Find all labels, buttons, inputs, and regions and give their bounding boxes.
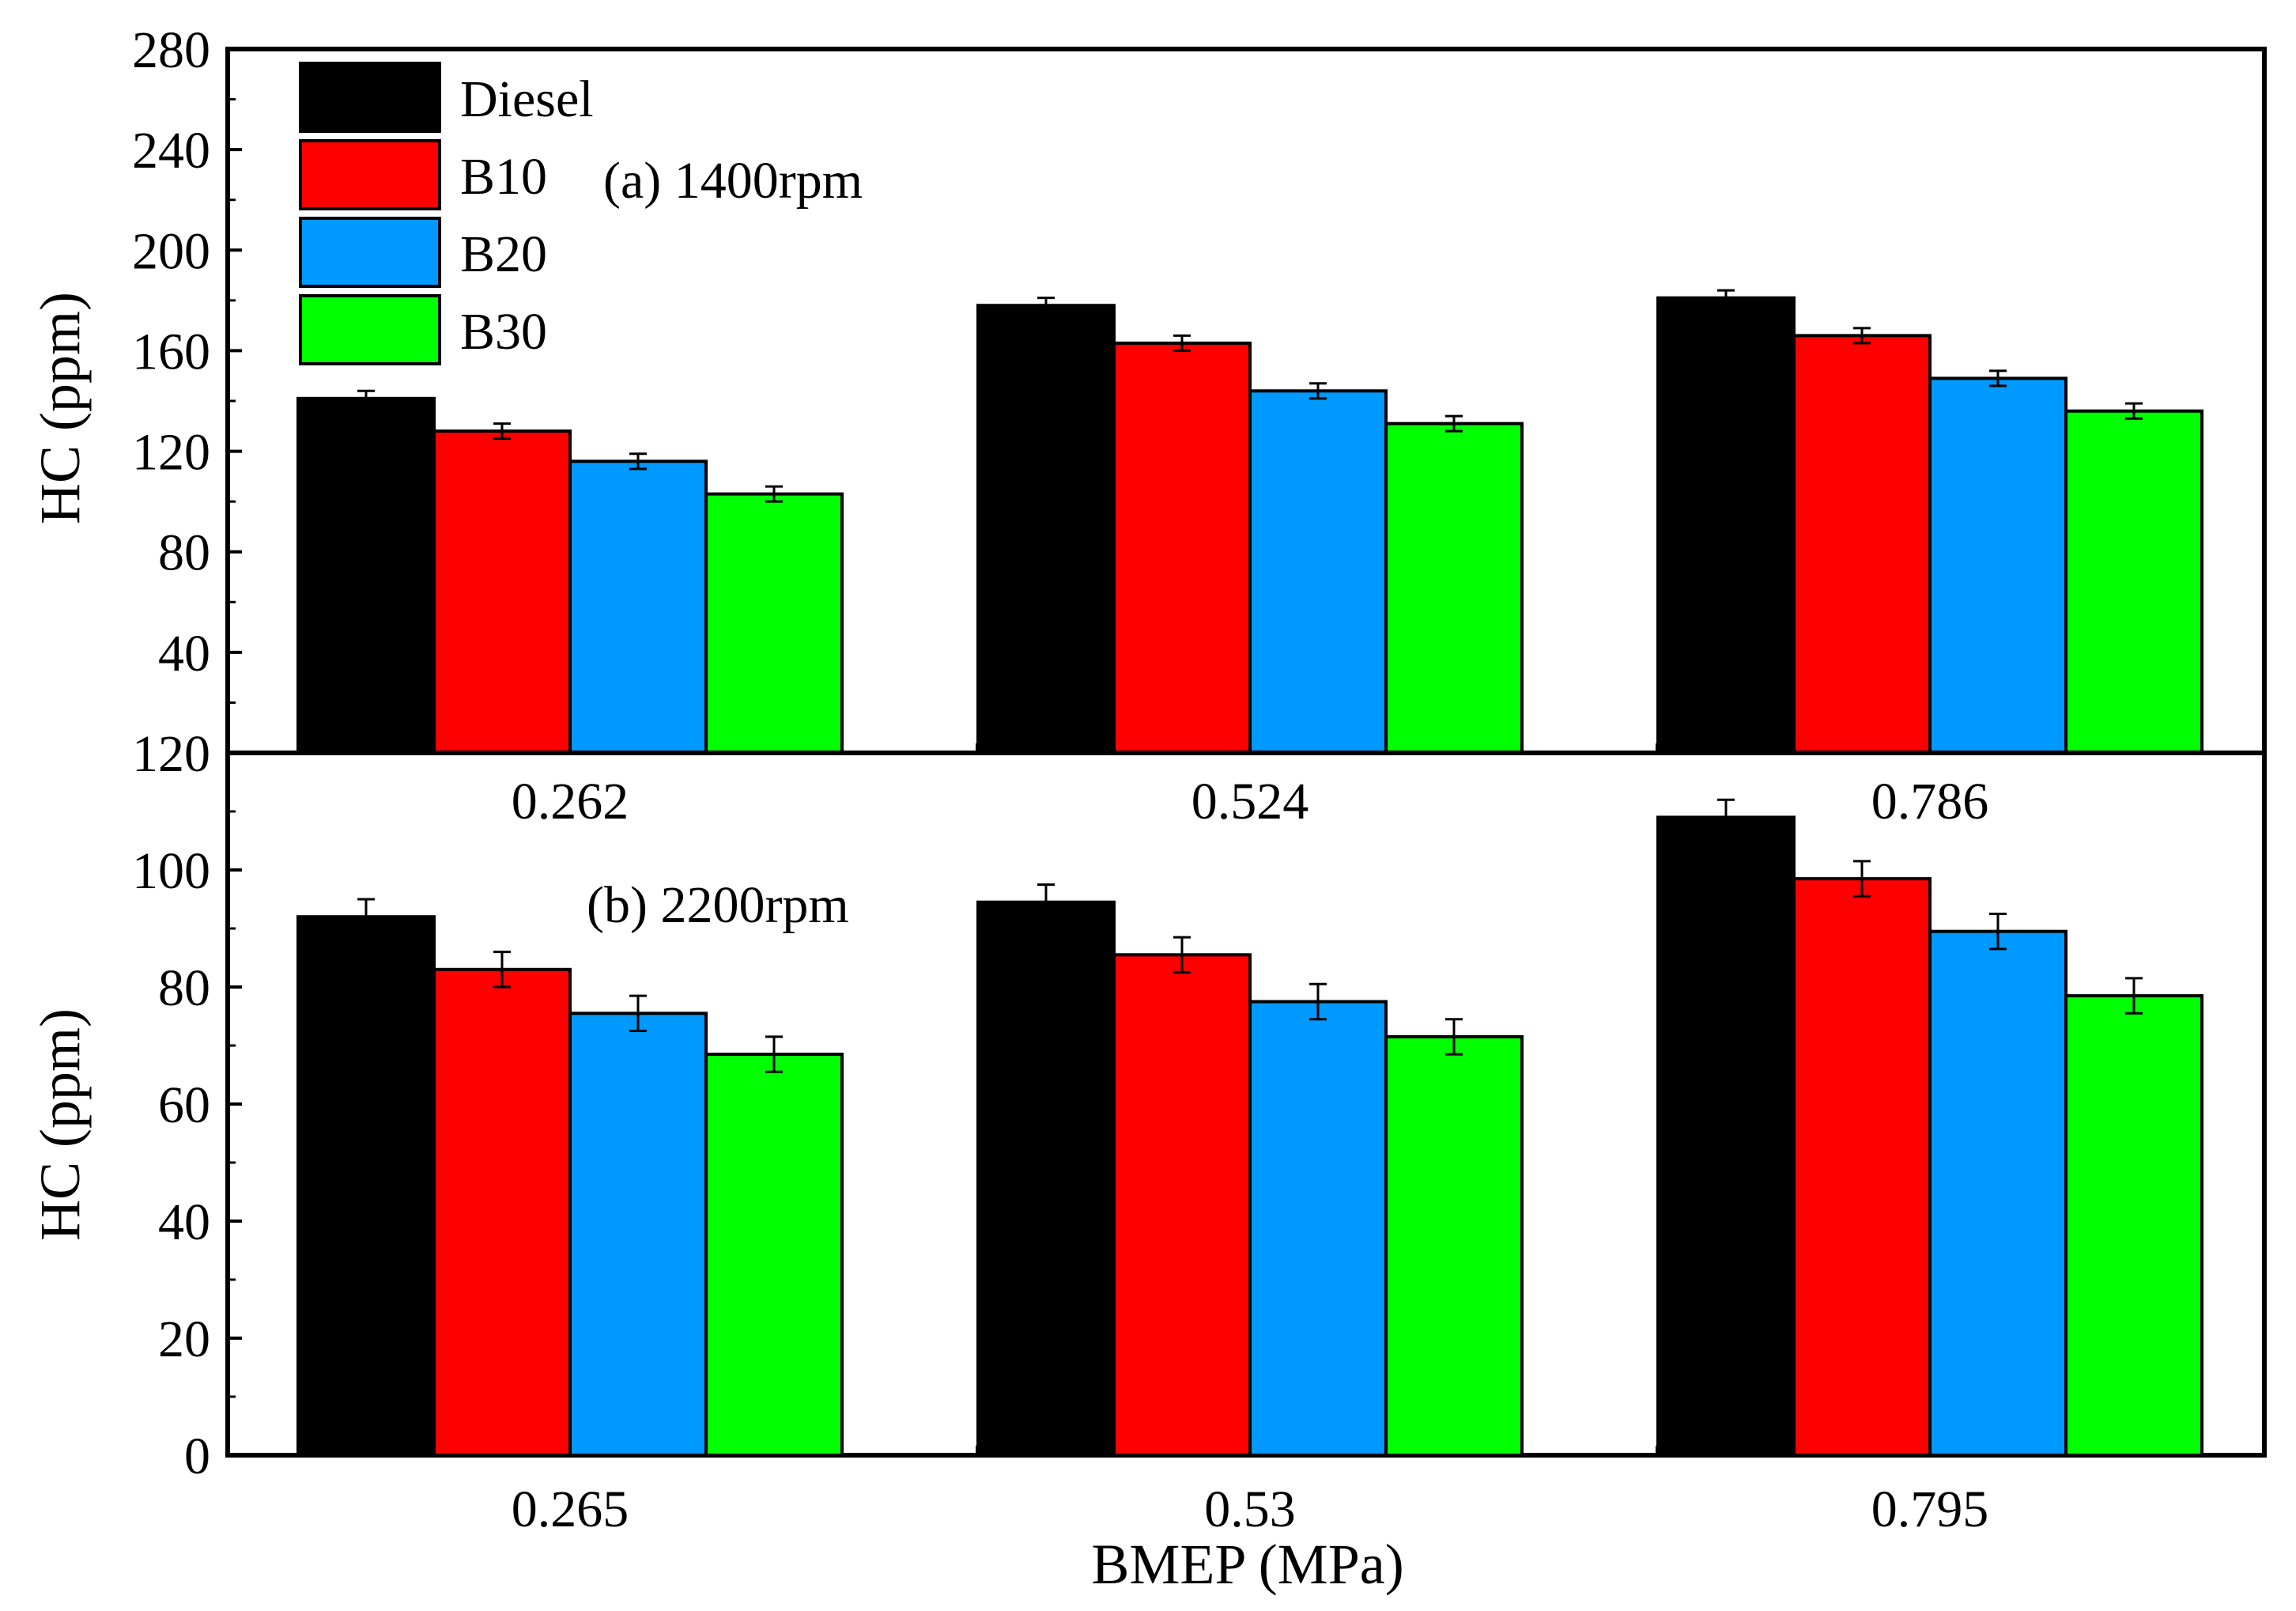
bar-b20-0.795 <box>1928 929 2068 1457</box>
y-tick-label: 20 <box>158 1310 210 1368</box>
y-tick-label: 160 <box>132 323 210 380</box>
y-tick-label: 120 <box>132 725 210 783</box>
x-tick-label: 0.524 <box>1191 773 1309 830</box>
bar-b10-0.795 <box>1792 877 1932 1457</box>
legend-label-diesel: Diesel <box>460 70 594 128</box>
x-axis-title: BMEP (MPa) <box>1091 1533 1403 1596</box>
bar-diesel-0.786 <box>1656 296 1796 754</box>
y-tick-label: 0 <box>184 1428 210 1485</box>
bar-b10-0.262 <box>432 429 572 755</box>
bar-diesel-0.262 <box>296 396 436 754</box>
bar-b20-0.53 <box>1248 1000 1388 1457</box>
bar-b10-0.524 <box>1112 341 1252 754</box>
bar-diesel-0.524 <box>976 304 1116 754</box>
y-tick-label: 40 <box>158 1193 210 1251</box>
legend-swatch-b20 <box>299 217 441 288</box>
y-tick-label: 80 <box>158 959 210 1017</box>
panel-a-y-axis-title: HC (ppm) <box>28 292 92 524</box>
y-tick-label: 280 <box>132 21 210 79</box>
legend-label-b20: B20 <box>460 225 547 283</box>
legend-swatch-b10 <box>299 139 441 210</box>
bar-b30-0.795 <box>2064 994 2203 1457</box>
panel-b-annotation: (b) 2200rpm <box>587 876 849 934</box>
y-tick-label: 40 <box>158 625 210 683</box>
bar-b30-0.265 <box>704 1053 844 1457</box>
panel-b-y-axis-title: HC (ppm) <box>28 1008 92 1241</box>
legend-label-b10: B10 <box>460 148 547 206</box>
panel-a-1400rpm: 0.262 0.524 0.786 40 80 120 160 200 240 280 120 <box>132 21 2267 830</box>
bar-b30-0.262 <box>704 492 844 754</box>
bar-diesel-0.53 <box>976 900 1116 1457</box>
bar-b30-0.524 <box>1384 422 1524 754</box>
bar-b20-0.524 <box>1248 389 1388 754</box>
legend-swatch-diesel <box>299 62 441 133</box>
y-tick-label: 120 <box>132 424 210 482</box>
y-tick-label: 80 <box>158 524 210 582</box>
y-tick-label: 100 <box>132 842 210 900</box>
bar-b20-0.265 <box>568 1012 708 1458</box>
legend-swatch-b30 <box>299 294 441 365</box>
y-tick-label: 240 <box>132 122 210 180</box>
bar-b30-0.53 <box>1384 1034 1524 1457</box>
bar-b20-0.786 <box>1928 376 2068 754</box>
legend-label-b30: B30 <box>460 303 547 361</box>
bar-b10-0.53 <box>1112 953 1252 1458</box>
panel-a-annotation: (a) 1400rpm <box>603 152 863 210</box>
x-tick-label: 0.786 <box>1871 773 1989 830</box>
x-tick-label: 0.265 <box>512 1481 629 1538</box>
y-tick-label: 200 <box>132 222 210 280</box>
bar-b20-0.262 <box>568 459 708 754</box>
x-tick-label: 0.53 <box>1204 1481 1296 1538</box>
y-tick-label: 60 <box>158 1076 210 1134</box>
bar-diesel-0.795 <box>1656 815 1796 1457</box>
bar-b30-0.786 <box>2064 409 2203 754</box>
x-tick-label: 0.262 <box>512 773 629 830</box>
x-tick-label: 0.795 <box>1871 1481 1989 1538</box>
bar-diesel-0.265 <box>296 915 436 1457</box>
panel-b-2200rpm: 0.265 0.53 0.795 0 20 40 60 80 100 <box>132 751 2267 1538</box>
bar-b10-0.786 <box>1792 334 1932 755</box>
legend: Diesel B10 B20 B30 <box>299 62 594 365</box>
bar-b10-0.265 <box>432 967 572 1458</box>
